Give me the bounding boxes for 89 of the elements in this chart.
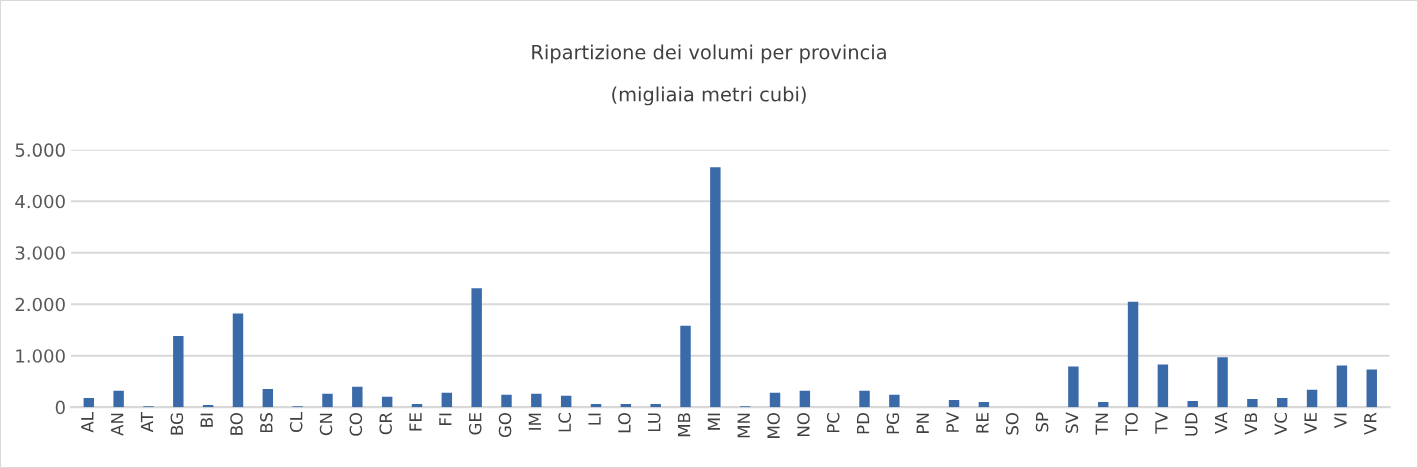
bar — [262, 388, 274, 408]
x-tick-label: CO — [349, 412, 363, 436]
x-tick-label: BG — [170, 413, 184, 435]
bar — [978, 402, 990, 408]
bar — [501, 394, 512, 408]
bar — [799, 390, 811, 408]
x-tick-label: PG — [886, 413, 900, 434]
x-tick-label: AT — [140, 411, 154, 433]
bar — [1247, 398, 1258, 408]
bar — [650, 404, 661, 408]
x-tick-label: MI — [707, 413, 720, 430]
bar — [710, 167, 721, 408]
x-tick-label: MO — [767, 412, 780, 438]
bar — [1306, 389, 1318, 408]
x-tick-label: LU — [648, 413, 661, 432]
bar — [1277, 397, 1288, 408]
x-tick-label: VI — [1334, 413, 1347, 429]
x-tick-label: CL — [289, 412, 303, 433]
bar — [680, 325, 691, 408]
y-tick-label: 3.000 — [15, 246, 65, 260]
bar — [113, 390, 124, 408]
bar — [411, 404, 423, 408]
bar — [1157, 364, 1169, 408]
y-tick-label: 5.000 — [15, 143, 65, 157]
x-tick-label: TV — [1155, 412, 1168, 434]
bar — [83, 397, 95, 408]
bar — [948, 399, 960, 408]
x-tick-label: IM — [528, 413, 541, 430]
x-tick-label: AL — [81, 412, 94, 433]
bar — [1187, 400, 1198, 408]
x-tick-label: SO — [1005, 412, 1019, 435]
x-tick-label: VA — [1215, 412, 1228, 434]
bar — [560, 395, 572, 408]
x-tick-label: VC — [1274, 412, 1288, 435]
x-tick-label: PV — [946, 412, 959, 432]
x-tick-label: UD — [1185, 413, 1198, 436]
x-tick-label: VB — [1244, 413, 1257, 435]
x-tick-label: VE — [1304, 413, 1317, 434]
x-tick-label: PN — [916, 413, 929, 433]
x-tick-label: FI — [439, 413, 452, 425]
x-tick-label: FE — [409, 413, 422, 431]
bar — [620, 404, 632, 408]
bar — [1336, 365, 1348, 408]
x-tick-label: TN — [1095, 413, 1108, 435]
x-tick-label: BS — [260, 412, 273, 433]
bar — [352, 386, 363, 408]
x-tick-label: LI — [588, 413, 601, 425]
x-tick-label: GO — [498, 412, 512, 438]
chart-subtitle: (migliaia metri cubi) — [612, 86, 806, 106]
bar — [1366, 369, 1377, 408]
x-tick-label: RE — [976, 413, 989, 433]
bar — [1127, 301, 1139, 408]
x-tick-label: GE — [468, 413, 482, 435]
bar — [381, 396, 393, 408]
bar — [232, 313, 244, 408]
y-tick-label: 2.000 — [15, 297, 65, 312]
bar — [889, 394, 900, 408]
x-tick-label: SP — [1035, 412, 1049, 432]
x-tick-label: BI — [200, 413, 213, 427]
bar — [173, 336, 184, 408]
x-tick-label: NO — [797, 412, 810, 436]
bar — [202, 405, 214, 408]
y-tick-label: 1.000 — [16, 349, 65, 363]
bar — [1217, 357, 1228, 408]
bar — [859, 390, 870, 408]
bar — [322, 393, 333, 408]
x-tick-label: PC — [826, 412, 840, 433]
x-tick-label: MN — [737, 413, 750, 438]
bar — [441, 392, 453, 408]
x-tick-label: CR — [379, 412, 392, 435]
y-tick-label: 0 — [55, 400, 65, 415]
x-tick-label: LO — [618, 412, 631, 433]
x-tick-label: CN — [319, 413, 333, 436]
x-tick-label: LC — [558, 412, 572, 432]
bar — [1098, 402, 1109, 408]
bar — [471, 288, 482, 408]
x-tick-label: MB — [677, 413, 691, 437]
x-tick-label: TO — [1125, 412, 1138, 436]
bar — [531, 393, 542, 408]
y-tick-label: 4.000 — [15, 194, 65, 209]
x-tick-label: SV — [1065, 412, 1079, 433]
x-tick-label: BO — [230, 412, 243, 435]
chart-title: Ripartizione dei volumi per provincia — [532, 44, 886, 64]
x-tick-label: PD — [856, 413, 870, 434]
bar — [590, 404, 602, 408]
bar — [769, 392, 781, 408]
x-tick-label: VR — [1364, 412, 1377, 435]
bar — [1068, 366, 1079, 408]
x-tick-label: AN — [111, 413, 124, 436]
